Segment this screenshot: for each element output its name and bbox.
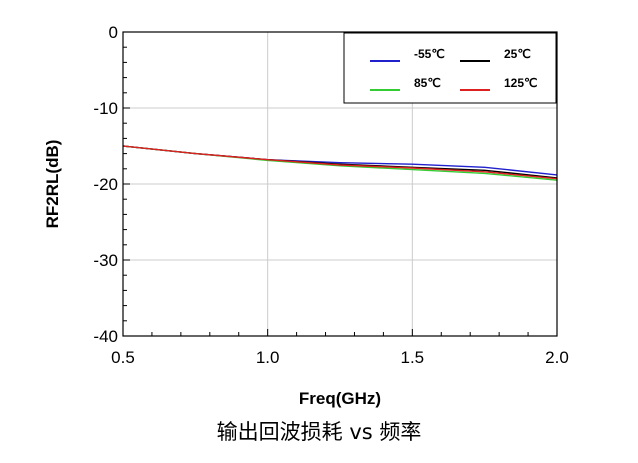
y-tick-label: -10	[93, 99, 118, 118]
x-tick-label: 1.5	[401, 348, 425, 367]
plot-frame	[122, 31, 558, 337]
legend-box	[343, 32, 557, 104]
legend-label: 85℃	[414, 76, 441, 90]
x-tick-label: 1.0	[256, 348, 280, 367]
y-tick-label: -30	[93, 251, 118, 270]
legend-label: 25℃	[504, 47, 531, 61]
y-axis-title: RF2RL(dB)	[43, 140, 62, 229]
y-tick-label: -20	[93, 175, 118, 194]
x-axis-title: Freq(GHz)	[299, 389, 381, 408]
x-tick-label: 2.0	[545, 348, 569, 367]
y-tick-label: -40	[93, 327, 118, 346]
x-tick-labels: 0.5 1.0 1.5 2.0	[111, 348, 569, 367]
x-tick-label: 0.5	[111, 348, 135, 367]
series-line	[122, 145, 558, 180]
legend: -55℃ 25℃ 85℃ 125℃	[343, 32, 557, 104]
y-tick-label: 0	[109, 23, 118, 42]
y-tick-labels: 0 -10 -20 -30 -40	[93, 23, 118, 346]
legend-label: -55℃	[414, 47, 445, 61]
legend-label: 125℃	[504, 76, 538, 90]
figure-caption: 输出回波损耗 vs 频率	[216, 420, 422, 444]
series-lines	[122, 145, 558, 181]
